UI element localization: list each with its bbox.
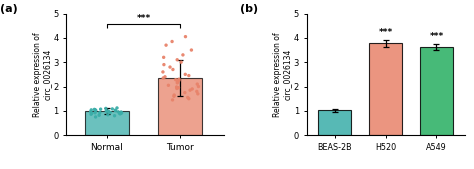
Point (160, 56, 167, 59)
Point (175, 86, 182, 89)
Point (116, 112, 124, 115)
Point (193, 83, 201, 86)
Point (91, 108, 98, 111)
Point (92, 109, 100, 112)
Point (195, 85, 202, 88)
Point (107, 111, 114, 114)
Point (104, 113, 112, 116)
Bar (85, 111, 129, 135)
Point (159, 71, 167, 73)
Point (87, 110, 94, 113)
Point (194, 92, 201, 95)
Point (185, 74, 192, 77)
Point (118, 111, 125, 113)
Point (166, 66, 174, 68)
Point (182, 73, 189, 76)
Point (181, 91, 189, 94)
Point (91, 112, 99, 114)
Text: (a): (a) (0, 4, 18, 14)
Bar (158, 78, 202, 135)
Bar (369, 43, 402, 135)
Point (173, 86, 181, 88)
Point (184, 96, 191, 99)
Point (87, 113, 95, 116)
Point (168, 40, 176, 43)
Point (114, 111, 122, 113)
Point (186, 89, 194, 92)
Point (111, 114, 118, 117)
Point (117, 112, 124, 115)
Text: ***: *** (137, 15, 151, 23)
Point (88, 108, 95, 111)
Point (173, 81, 181, 84)
Text: ***: *** (378, 28, 392, 37)
Point (105, 110, 112, 112)
Point (161, 75, 169, 78)
Point (169, 68, 177, 71)
Point (162, 44, 170, 46)
Point (118, 112, 125, 114)
Point (173, 58, 181, 61)
Point (179, 54, 187, 56)
Bar (318, 110, 351, 135)
Point (112, 109, 119, 112)
Point (102, 110, 110, 112)
Point (170, 94, 178, 96)
Point (160, 63, 168, 66)
Bar (420, 47, 453, 135)
Point (189, 88, 196, 90)
Point (96, 111, 104, 114)
Point (177, 61, 185, 64)
Text: ***: *** (429, 32, 444, 41)
Point (182, 35, 189, 38)
Point (95, 114, 103, 117)
Point (170, 95, 178, 98)
Point (159, 77, 167, 79)
Point (175, 79, 182, 82)
Point (109, 107, 116, 110)
Point (173, 80, 181, 83)
Point (164, 84, 172, 87)
Point (111, 109, 119, 112)
Y-axis label: Relative expression of
circ_0026134: Relative expression of circ_0026134 (33, 32, 52, 117)
Point (88, 112, 95, 115)
Point (193, 90, 201, 93)
Text: (b): (b) (240, 4, 258, 14)
Point (104, 110, 111, 113)
Point (188, 49, 195, 51)
Point (97, 108, 104, 111)
Point (91, 108, 99, 111)
Point (169, 99, 176, 101)
Y-axis label: Relative expression of
circ_0026134: Relative expression of circ_0026134 (273, 32, 292, 117)
Point (173, 87, 181, 90)
Point (175, 78, 183, 81)
Point (102, 107, 109, 110)
Point (113, 107, 121, 109)
Point (185, 97, 192, 100)
Point (172, 78, 180, 81)
Point (92, 116, 100, 118)
